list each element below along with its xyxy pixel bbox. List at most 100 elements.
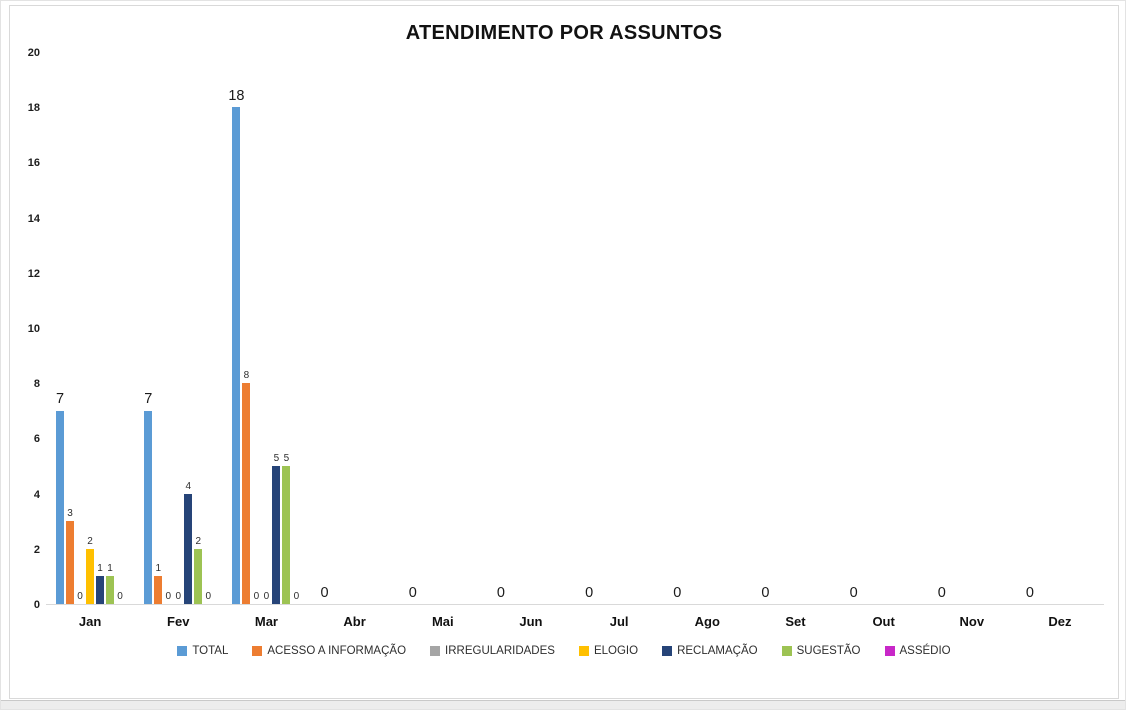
legend-swatch-icon <box>177 646 188 656</box>
data-label-assedio-mar: 0 <box>293 591 300 602</box>
y-tick-label: 18 <box>27 102 40 115</box>
bar-sugestao-fev: 2 <box>194 536 203 604</box>
x-tick-label-jul: Jul <box>609 614 629 629</box>
data-label-total-jul: 0 <box>585 584 594 601</box>
data-label-acesso-a-informacao-jan: 3 <box>67 508 73 520</box>
bar-acesso-a-informacao-jan: 3 <box>66 509 75 604</box>
legend-label: RECLAMAÇÃO <box>677 645 758 657</box>
data-label-total-out: 0 <box>849 584 858 601</box>
bar-group-abr: 0 <box>311 53 399 604</box>
scrollbar-track[interactable] <box>1 700 1125 709</box>
legend: TOTAL ACESSO A INFORMAÇÃO IRREGULARIDADES E… <box>10 645 1118 657</box>
y-tick-label: 14 <box>27 212 40 225</box>
legend-swatch-icon <box>884 646 895 656</box>
data-label-total-mar: 18 <box>228 87 245 104</box>
x-tick-label-abr: Abr <box>343 614 366 629</box>
bar-group-ago: 0 <box>663 53 751 604</box>
data-label-total-dez: 0 <box>1025 584 1035 601</box>
x-tick-label-ago: Ago <box>694 614 720 629</box>
y-tick-label: 6 <box>33 433 40 446</box>
bar-reclamacao-fev: 4 <box>184 481 193 604</box>
data-label-reclamacao-mar: 5 <box>273 453 280 464</box>
x-tick-label-nov: Nov <box>959 614 985 629</box>
bar-group-nov: 0 <box>928 53 1016 604</box>
legend-swatch-icon <box>781 646 792 656</box>
bar-acesso-a-informacao-fev: 1 <box>154 564 163 604</box>
bar-total-fev: 7 <box>144 392 152 604</box>
x-tick-label-set: Set <box>785 614 806 629</box>
data-label-total-jan: 7 <box>56 391 65 408</box>
bar-group-jul: 0 <box>575 53 663 604</box>
data-label-total-nov: 0 <box>937 584 946 601</box>
y-tick-label: 12 <box>27 267 40 280</box>
legend-item-reclamacao: RECLAMAÇÃO <box>662 645 758 657</box>
data-label-elogio-jan: 2 <box>87 535 93 547</box>
legend-label: SUGESTÃO <box>796 645 861 657</box>
legend-item-acesso-a-informacao: ACESSO A INFORMAÇÃO <box>252 645 406 657</box>
data-label-sugestao-mar: 5 <box>283 453 290 464</box>
x-tick-label-out: Out <box>872 614 895 629</box>
bar-group-jun: 0 <box>487 53 575 604</box>
bar-sugestao-mar: 5 <box>282 454 291 604</box>
data-label-assedio-fev: 0 <box>205 591 212 602</box>
data-label-acesso-a-informacao-mar: 8 <box>243 370 250 382</box>
legend-item-elogio: ELOGIO <box>578 645 638 657</box>
data-label-sugestao-jan: 1 <box>107 563 113 575</box>
x-axis: Jan Fev Mar Abr Mai Jun Jul Ago Set Out Nov Dez <box>46 605 1104 629</box>
legend-item-total: TOTAL <box>177 645 228 657</box>
data-label-assedio-jan: 0 <box>117 591 123 602</box>
data-label-elogio-fev: 0 <box>175 591 182 602</box>
chart-body: 20 18 16 14 12 10 8 6 4 2 0 7 3 0 2 1 1 0 7 1 0 0 4 2 0 18 8 0 0 5 5 0… <box>10 47 1118 629</box>
bar-reclamacao-jan: 1 <box>96 564 105 604</box>
legend-swatch-icon <box>252 646 263 656</box>
bar-group-out: 0 <box>840 53 928 604</box>
data-label-irregularidades-jan: 0 <box>77 591 83 602</box>
data-label-reclamacao-jan: 1 <box>97 563 103 575</box>
bar-group-set: 0 <box>751 53 839 604</box>
chart-title: ATENDIMENTO POR ASSUNTOS <box>405 22 723 44</box>
y-tick-label: 20 <box>27 47 40 59</box>
legend-swatch-icon <box>662 646 673 656</box>
bar-elogio-jan: 2 <box>86 536 95 604</box>
bar-reclamacao-mar: 5 <box>272 454 281 604</box>
data-label-total-jun: 0 <box>496 584 505 601</box>
legend-label: TOTAL <box>192 645 229 657</box>
legend-label: ASSÉDIO <box>899 645 951 657</box>
x-tick-label-jan: Jan <box>78 614 102 629</box>
legend-item-sugestao: SUGESTÃO <box>781 645 861 657</box>
legend-item-irregularidades: IRREGULARIDADES <box>430 645 555 657</box>
y-tick-label: 16 <box>27 157 40 170</box>
x-tick-label-dez: Dez <box>1048 614 1072 629</box>
bar-group-mar: 18 8 0 0 5 5 0 <box>222 53 310 604</box>
y-tick-label: 8 <box>33 378 40 391</box>
plot-wrap: 7 3 0 2 1 1 0 7 1 0 0 4 2 0 18 8 0 0 5 5 0 0 0 0 0 0 0 0 0 0 Jan Fev Ma… <box>46 53 1104 629</box>
y-axis: 20 18 16 14 12 10 8 6 4 2 0 <box>14 47 46 611</box>
x-tick-label-mar: Mar <box>254 614 278 629</box>
bar-group-dez: 0 <box>1016 53 1104 604</box>
y-tick-label: 2 <box>33 543 40 556</box>
x-tick-label-fev: Fev <box>167 614 190 629</box>
data-label-total-ago: 0 <box>673 584 682 601</box>
data-label-irregularidades-fev: 0 <box>165 591 172 602</box>
data-label-sugestao-fev: 2 <box>195 535 202 547</box>
data-label-elogio-mar: 0 <box>263 591 270 602</box>
legend-label: ACESSO A INFORMAÇÃO <box>267 645 407 657</box>
legend-swatch-icon <box>430 646 441 656</box>
data-label-reclamacao-fev: 4 <box>185 480 192 492</box>
legend-label: IRREGULARIDADES <box>445 645 555 657</box>
data-label-acesso-a-informacao-fev: 1 <box>155 563 162 575</box>
data-label-total-set: 0 <box>761 584 770 601</box>
y-tick-label: 4 <box>33 488 40 501</box>
y-tick-label: 0 <box>33 599 40 611</box>
plot-area: 7 3 0 2 1 1 0 7 1 0 0 4 2 0 18 8 0 0 5 5 0 0 0 0 0 0 0 0 0 0 <box>46 53 1104 605</box>
legend-item-assedio: ASSÉDIO <box>884 645 951 657</box>
bar-sugestao-jan: 1 <box>106 564 115 604</box>
data-label-irregularidades-mar: 0 <box>253 591 260 602</box>
x-tick-label-jun: Jun <box>519 614 543 629</box>
y-tick-label: 10 <box>27 323 40 335</box>
bar-acesso-a-informacao-mar: 8 <box>242 371 251 604</box>
data-label-total-mai: 0 <box>408 584 417 601</box>
